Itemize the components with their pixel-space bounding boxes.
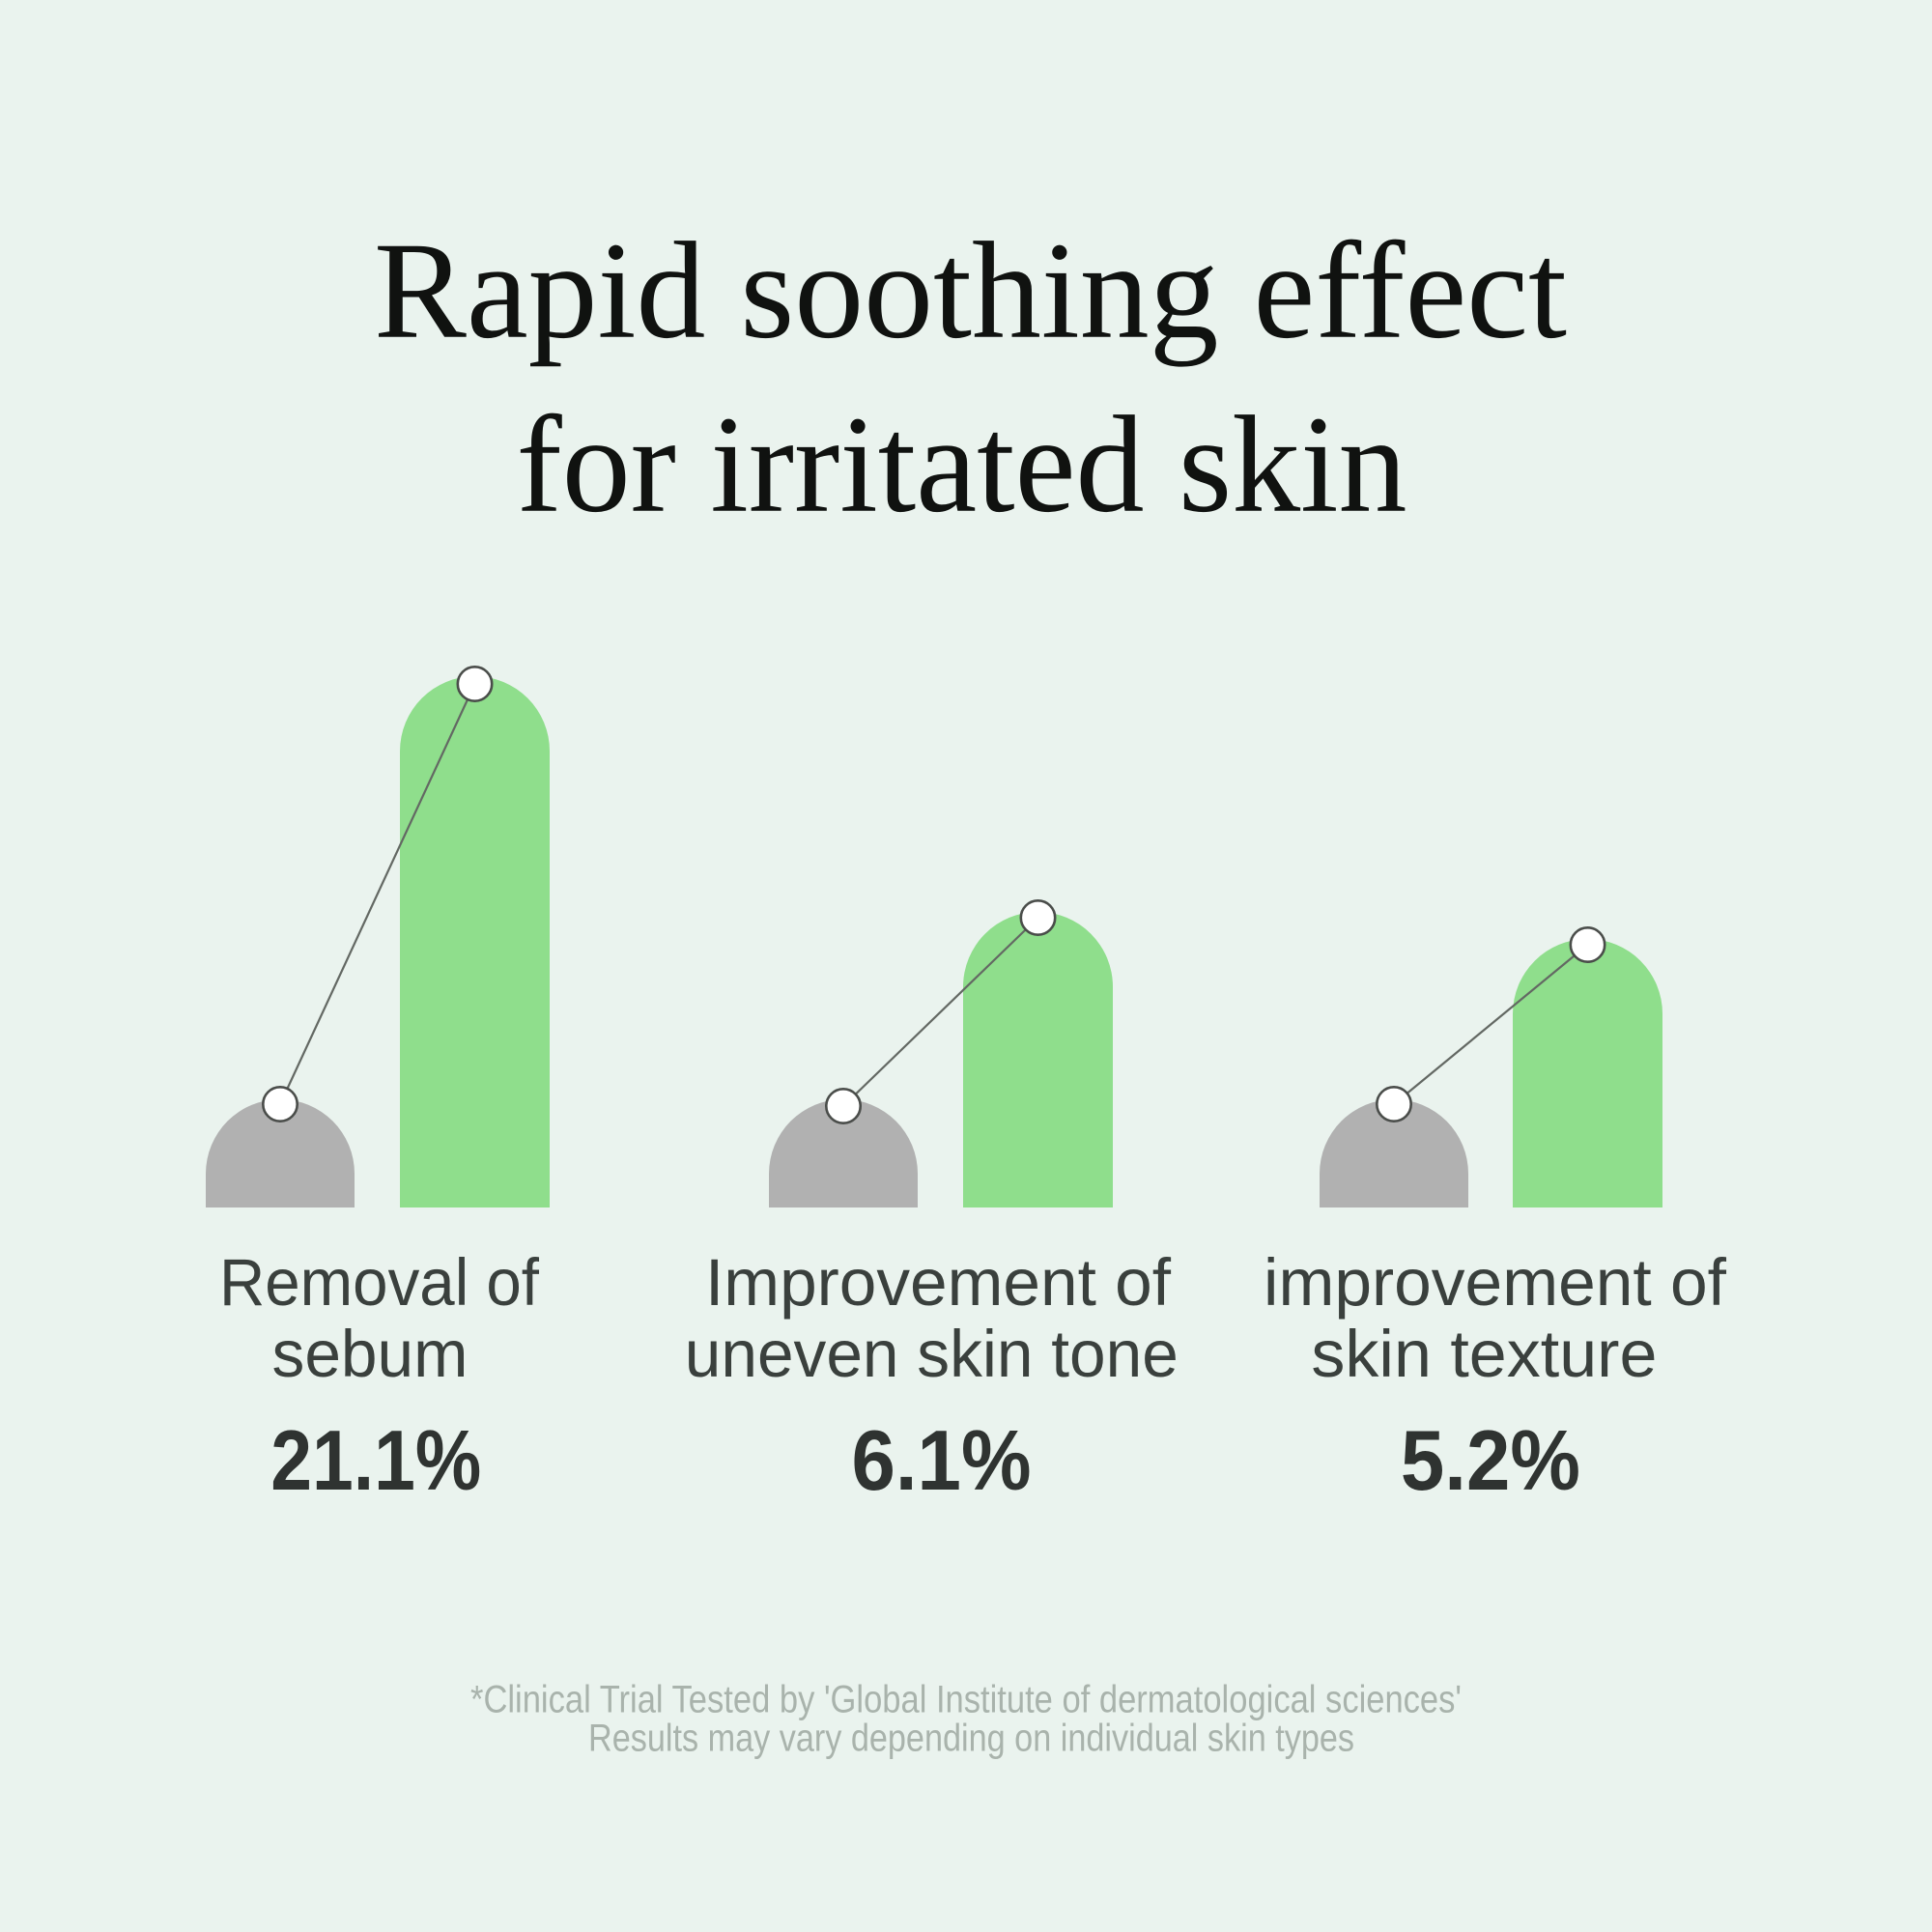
svg-text:skin texture: skin texture bbox=[1311, 1317, 1657, 1391]
svg-text:Rapid soothing effect: Rapid soothing effect bbox=[374, 214, 1567, 368]
svg-text:6.1%: 6.1% bbox=[852, 1412, 1032, 1508]
svg-text:21.1%: 21.1% bbox=[270, 1412, 481, 1508]
svg-text:*Clinical Trial Tested by 'Glo: *Clinical Trial Tested by 'Global Instit… bbox=[470, 1679, 1462, 1721]
svg-text:uneven skin tone: uneven skin tone bbox=[685, 1317, 1179, 1391]
svg-text:Removal of: Removal of bbox=[219, 1245, 540, 1320]
svg-text:for irritated skin: for irritated skin bbox=[517, 388, 1407, 542]
svg-text:improvement of: improvement of bbox=[1264, 1245, 1727, 1320]
svg-text:Improvement of: Improvement of bbox=[705, 1245, 1172, 1320]
svg-text:5.2%: 5.2% bbox=[1401, 1412, 1580, 1508]
svg-text:Results may vary depending on: Results may vary depending on individual… bbox=[588, 1718, 1354, 1760]
svg-text:sebum: sebum bbox=[272, 1317, 469, 1391]
